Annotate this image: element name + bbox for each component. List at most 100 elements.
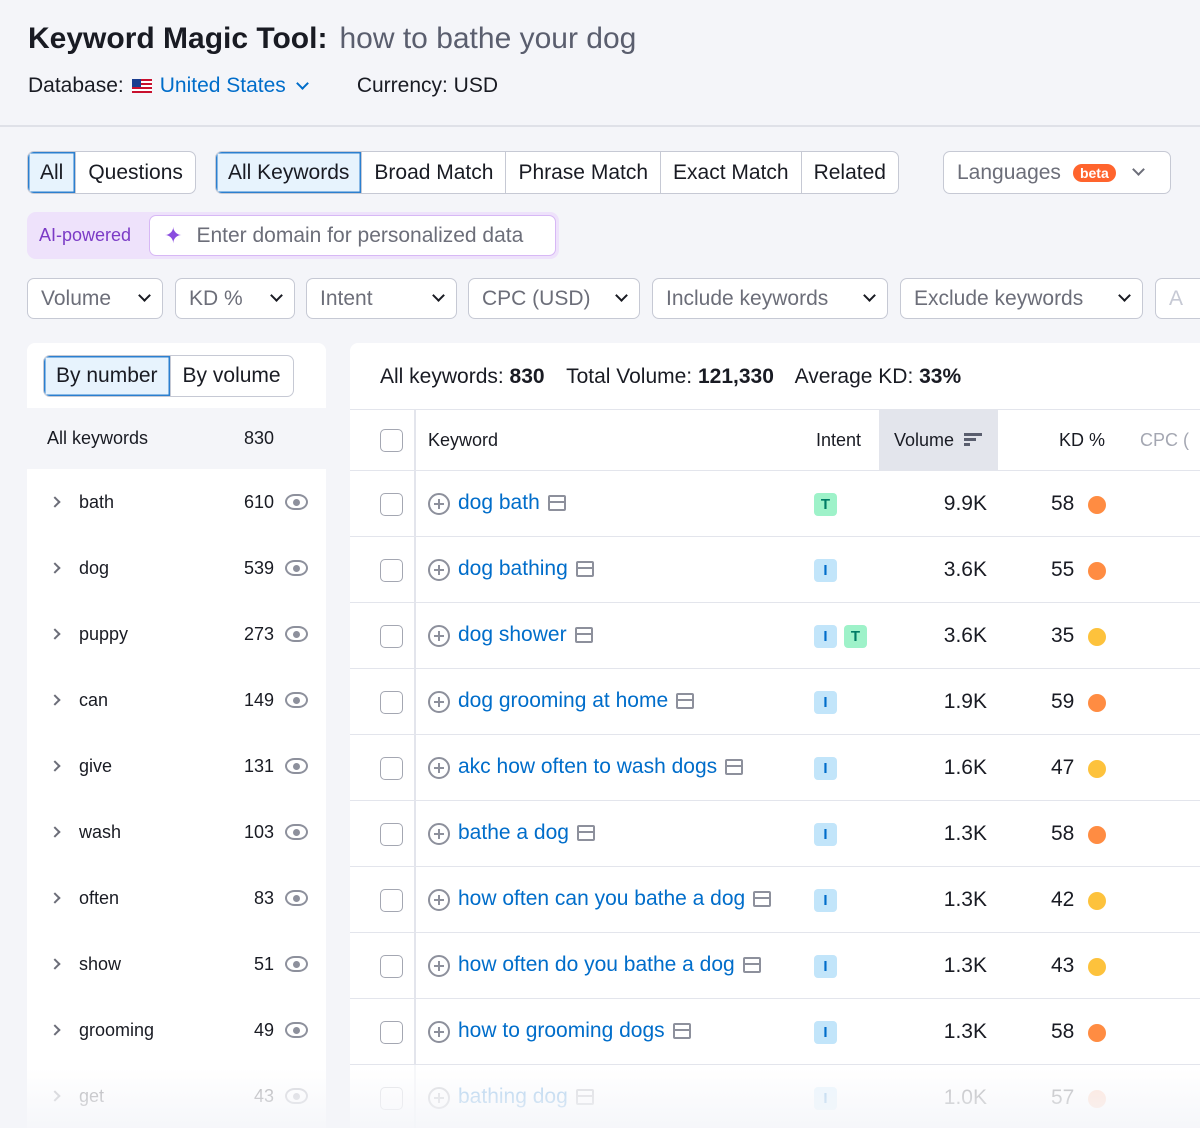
select-all-checkbox[interactable] — [380, 429, 403, 452]
serp-features-icon[interactable] — [575, 561, 594, 577]
keyword-group-row[interactable]: give 131 — [27, 733, 326, 799]
keyword-link[interactable]: how often can you bathe a dog — [458, 887, 772, 911]
add-to-list-icon[interactable] — [428, 493, 450, 515]
kd-value: 55 — [1051, 558, 1075, 581]
column-cpc[interactable]: CPC ( — [1140, 429, 1189, 450]
row-checkbox[interactable] — [380, 559, 403, 582]
add-to-list-icon[interactable] — [428, 1021, 450, 1043]
tab-all[interactable]: All — [28, 152, 76, 193]
chevron-right-icon[interactable] — [49, 496, 61, 508]
database-selector[interactable]: United States — [159, 74, 286, 97]
add-to-list-icon[interactable] — [428, 889, 450, 911]
keyword-link[interactable]: dog bath — [458, 491, 566, 515]
keyword-group-row[interactable]: dog 539 — [27, 535, 326, 601]
chevron-right-icon[interactable] — [49, 892, 61, 904]
row-checkbox[interactable] — [380, 1087, 403, 1110]
keyword-group-row[interactable]: show 51 — [27, 931, 326, 997]
filter-more[interactable]: A — [1155, 278, 1200, 319]
keyword-link[interactable]: dog grooming at home — [458, 689, 695, 713]
column-volume[interactable]: Volume — [879, 410, 998, 470]
chevron-right-icon[interactable] — [49, 628, 61, 640]
chevron-right-icon[interactable] — [49, 1024, 61, 1036]
add-to-list-icon[interactable] — [428, 625, 450, 647]
filter-intent[interactable]: Intent — [306, 278, 457, 319]
serp-features-icon[interactable] — [547, 495, 566, 511]
tab-related[interactable]: Related — [800, 152, 898, 193]
chevron-right-icon[interactable] — [49, 1090, 61, 1102]
chevron-down-icon[interactable] — [295, 76, 309, 90]
chevron-right-icon[interactable] — [49, 562, 61, 574]
chevron-right-icon[interactable] — [49, 694, 61, 706]
column-intent[interactable]: Intent — [816, 429, 862, 450]
keyword-link[interactable]: how to grooming dogs — [458, 1019, 691, 1043]
tab-by-volume[interactable]: By volume — [169, 356, 293, 396]
serp-features-icon[interactable] — [672, 1023, 691, 1039]
keyword-group-row[interactable]: often 83 — [27, 865, 326, 931]
row-checkbox[interactable] — [380, 757, 403, 780]
eye-icon[interactable] — [285, 758, 308, 774]
keyword-link[interactable]: bathing dog — [458, 1085, 594, 1109]
languages-dropdown[interactable]: Languages beta — [943, 151, 1171, 194]
add-to-list-icon[interactable] — [428, 823, 450, 845]
domain-input[interactable]: ✦ Enter domain for personalized data — [149, 215, 556, 256]
filter-volume[interactable]: Volume — [27, 278, 163, 319]
column-keyword[interactable]: Keyword — [428, 429, 499, 450]
filter-kd[interactable]: KD % — [175, 278, 295, 319]
tab-broad-match[interactable]: Broad Match — [361, 152, 505, 193]
add-to-list-icon[interactable] — [428, 691, 450, 713]
add-to-list-icon[interactable] — [428, 1087, 450, 1109]
serp-features-icon[interactable] — [575, 1089, 594, 1105]
tab-by-number[interactable]: By number — [44, 356, 170, 396]
serp-features-icon[interactable] — [725, 759, 744, 775]
keyword-link[interactable]: dog shower — [458, 623, 593, 647]
keyword-group-row[interactable]: wash 103 — [27, 799, 326, 865]
eye-icon[interactable] — [285, 560, 308, 576]
title-row: Keyword Magic Tool: how to bathe your do… — [28, 22, 636, 56]
chevron-right-icon[interactable] — [49, 958, 61, 970]
eye-icon[interactable] — [285, 824, 308, 840]
filter-exclude-keywords[interactable]: Exclude keywords — [900, 278, 1143, 319]
add-to-list-icon[interactable] — [428, 757, 450, 779]
row-checkbox[interactable] — [380, 1021, 403, 1044]
add-to-list-icon[interactable] — [428, 955, 450, 977]
eye-icon[interactable] — [285, 494, 308, 510]
keyword-group-row[interactable]: get 43 — [27, 1063, 326, 1128]
eye-icon[interactable] — [285, 1088, 308, 1104]
tab-phrase-match[interactable]: Phrase Match — [505, 152, 660, 193]
chevron-right-icon[interactable] — [49, 826, 61, 838]
chevron-right-icon[interactable] — [49, 760, 61, 772]
tab-questions[interactable]: Questions — [75, 152, 195, 193]
keyword-group-row[interactable]: can 149 — [27, 667, 326, 733]
keyword-link[interactable]: akc how often to wash dogs — [458, 755, 744, 779]
table-row: how often do you bathe a dog I 1.3K 43 — [350, 933, 1200, 999]
keyword-group-row[interactable]: bath 610 — [27, 469, 326, 535]
eye-icon[interactable] — [285, 890, 308, 906]
eye-icon[interactable] — [285, 692, 308, 708]
filter-cpc[interactable]: CPC (USD) — [468, 278, 640, 319]
tab-all-keywords[interactable]: All Keywords — [216, 152, 362, 193]
serp-features-icon[interactable] — [576, 825, 595, 841]
keyword-group-row[interactable]: grooming 49 — [27, 997, 326, 1063]
keyword-group-row[interactable]: puppy 273 — [27, 601, 326, 667]
keyword-link[interactable]: how often do you bathe a dog — [458, 953, 761, 977]
filter-include-keywords[interactable]: Include keywords — [652, 278, 888, 319]
row-checkbox[interactable] — [380, 955, 403, 978]
keyword-link[interactable]: dog bathing — [458, 557, 594, 581]
row-checkbox[interactable] — [380, 493, 403, 516]
add-to-list-icon[interactable] — [428, 559, 450, 581]
eye-icon[interactable] — [285, 626, 308, 642]
all-keywords-group[interactable]: All keywords 830 — [27, 408, 326, 469]
serp-features-icon[interactable] — [676, 693, 695, 709]
keyword-link[interactable]: bathe a dog — [458, 821, 595, 845]
row-checkbox[interactable] — [380, 691, 403, 714]
row-checkbox[interactable] — [380, 823, 403, 846]
serp-features-icon[interactable] — [742, 957, 761, 973]
serp-features-icon[interactable] — [753, 891, 772, 907]
tab-exact-match[interactable]: Exact Match — [660, 152, 801, 193]
serp-features-icon[interactable] — [574, 627, 593, 643]
column-kd[interactable]: KD % — [1059, 429, 1106, 450]
eye-icon[interactable] — [285, 956, 308, 972]
row-checkbox[interactable] — [380, 625, 403, 648]
row-checkbox[interactable] — [380, 889, 403, 912]
eye-icon[interactable] — [285, 1022, 308, 1038]
